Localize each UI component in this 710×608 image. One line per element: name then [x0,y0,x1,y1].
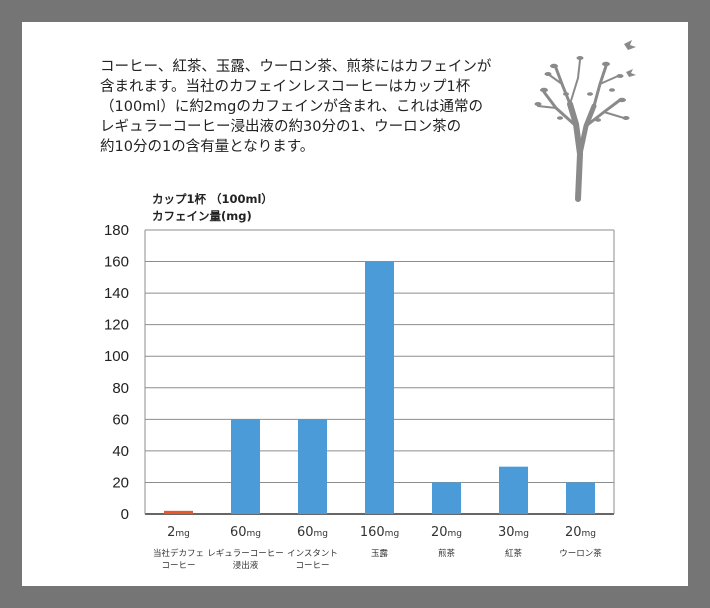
intro-line: 含まれます。当社のカフェインレスコーヒーはカップ1杯 [100,79,471,95]
bar [566,482,595,514]
y-tick-label: 60 [112,411,129,428]
tree-illustration [534,40,636,202]
bar [432,482,461,514]
bar [298,419,327,514]
category-label: 当社デカフェ [153,548,204,559]
category-label: 紅茶 [505,548,523,559]
y-tick-label: 80 [112,380,129,397]
category-label: 煎茶 [438,548,456,559]
category-label: 浸出液 [233,560,259,571]
data-label: 20mg [431,525,462,540]
bars [164,261,595,514]
category-label: レギュラーコーヒー [207,549,284,559]
bar [365,261,394,514]
bar [164,510,193,514]
data-label: 2mg [167,525,190,540]
y-tick-label: 160 [104,254,129,271]
y-axis-title-line2: カフェイン量(mg) [152,209,252,223]
y-tick-label: 140 [104,285,129,302]
y-tick-label: 100 [104,348,129,365]
intro-line: （100ml）に約2mgのカフェインが含まれ、これは通常の [100,99,484,115]
category-label: 玉露 [371,549,389,559]
category-label: コーヒー [161,561,195,571]
category-label: ウーロン茶 [559,548,602,559]
data-label: 60mg [297,525,328,540]
y-tick-label: 120 [104,317,129,334]
data-label: 60mg [230,525,261,540]
data-label: 20mg [565,525,596,540]
bar [499,466,528,514]
intro-line: コーヒー、紅茶、玉露、ウーロン茶、煎茶にはカフェインが [100,59,492,75]
intro-line: レギュラーコーヒー浸出液の約30分の1、ウーロン茶の [100,119,462,135]
intro-line: 約10分の1の含有量となります。 [100,139,315,155]
intro-text: コーヒー、紅茶、玉露、ウーロン茶、煎茶にはカフェインが 含まれます。当社のカフェ… [100,57,520,157]
y-tick-label: 40 [112,443,129,460]
category-label: コーヒー [295,561,329,571]
data-label: 30mg [498,525,529,540]
y-tick-labels: 0 20 40 60 80 100 120 140 160 180 [104,222,129,523]
y-axis-title-line1: カップ1杯 （100ml） [152,192,273,206]
data-label: 160mg [360,525,399,540]
bar [231,419,260,514]
value-labels: 2mg 60mg 60mg 160mg 20mg 30mg 20mg [167,525,596,540]
category-label: インスタント [287,549,338,559]
y-tick-label: 20 [112,474,129,491]
y-tick-label: 0 [121,506,129,523]
y-tick-label: 180 [104,222,129,239]
